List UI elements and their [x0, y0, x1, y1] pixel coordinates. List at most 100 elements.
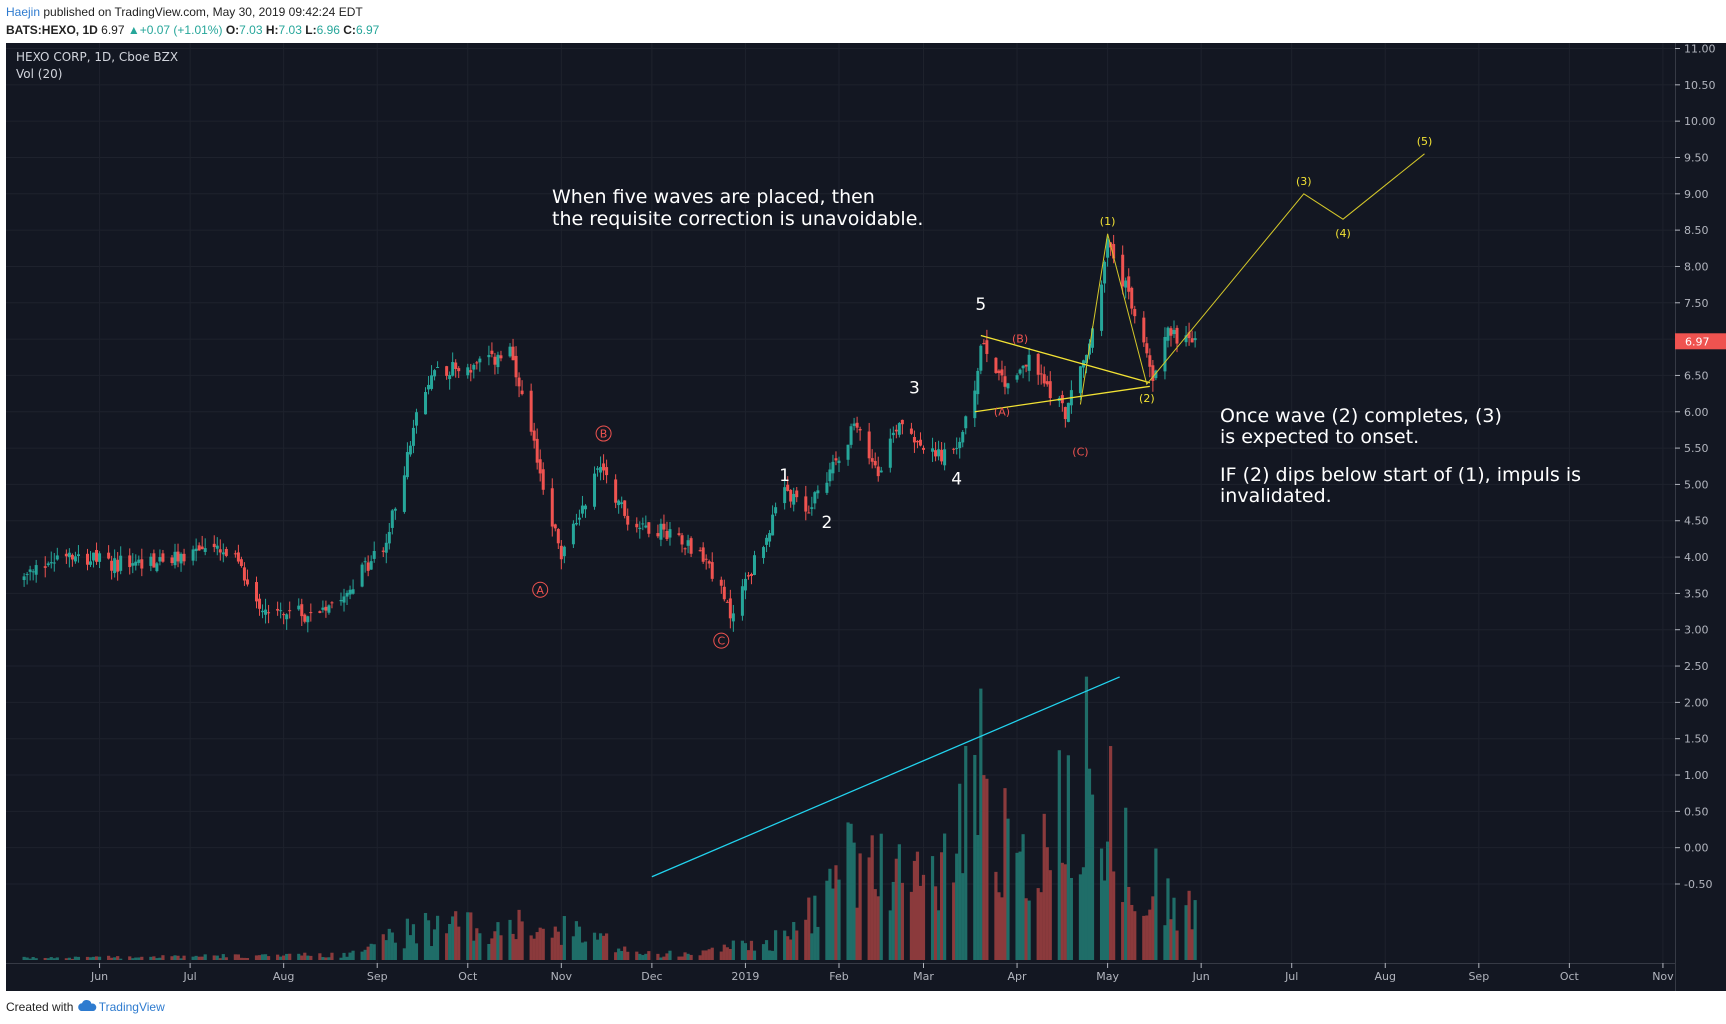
- candle-body: [173, 551, 177, 566]
- candle-body: [339, 599, 343, 602]
- y-tick-label: 10.50: [1684, 79, 1716, 92]
- volume-bar: [704, 950, 708, 960]
- open-value: 7.03: [239, 23, 263, 37]
- x-tick-label: Aug: [273, 970, 294, 983]
- candle-body: [197, 545, 201, 551]
- volume-bar: [451, 916, 455, 960]
- candle-body: [1172, 329, 1176, 335]
- candle-body: [765, 537, 769, 545]
- volume-bar: [1112, 871, 1116, 960]
- volume-bar: [668, 950, 672, 960]
- candle-body: [191, 549, 195, 561]
- volume-bar: [245, 957, 250, 960]
- candle-body: [873, 460, 877, 466]
- candle-body: [596, 468, 600, 470]
- candle-body: [683, 548, 687, 550]
- candle-body: [973, 390, 977, 419]
- volume-bar: [25, 957, 29, 960]
- tradingview-logo[interactable]: TradingView: [77, 999, 165, 1014]
- candle-body: [1166, 327, 1170, 341]
- symbol-label: BATS:HEXO, 1D: [6, 23, 98, 37]
- candle-body: [731, 613, 735, 622]
- candle-body: [918, 439, 922, 446]
- candle-body: [541, 469, 545, 490]
- candle-body: [532, 430, 536, 441]
- candle-body: [49, 562, 53, 564]
- candle-body: [1003, 376, 1007, 387]
- candle-body: [92, 552, 96, 561]
- volume-bar: [940, 852, 944, 960]
- volume-bar: [855, 907, 859, 960]
- volume-bar: [879, 833, 883, 960]
- volume-bar: [1006, 818, 1010, 960]
- candle-body: [617, 500, 621, 506]
- candle-body: [1063, 407, 1067, 420]
- candle-body: [98, 553, 102, 562]
- volume-bar: [867, 857, 871, 960]
- volume-bar: [1133, 911, 1137, 960]
- volume-bar: [254, 955, 259, 960]
- y-tick-label: 7.50: [1684, 297, 1709, 310]
- volume-bar: [1069, 877, 1073, 960]
- abc-label: A: [536, 584, 544, 597]
- volume-bar: [915, 851, 920, 960]
- volume-bar: [384, 940, 388, 960]
- volume-bar: [140, 956, 144, 960]
- candle-body: [424, 392, 428, 415]
- volume-bar: [263, 954, 268, 960]
- volume-bar: [816, 926, 820, 960]
- chart-panel[interactable]: 1 2 3 4 5 A B C (A) (B) (C) (1) (2) (3) (4) (5) 11.00 10…: [6, 43, 1726, 991]
- x-tick-label: Oct: [458, 970, 478, 983]
- impulse-label: 1: [779, 466, 790, 486]
- candle-body: [749, 574, 753, 576]
- volume-bar: [1169, 919, 1173, 960]
- candle-body: [348, 589, 352, 595]
- x-tick-label: Sep: [1468, 970, 1489, 983]
- volume-bar: [381, 934, 385, 960]
- candle-body: [976, 370, 980, 395]
- candle-body: [958, 441, 962, 449]
- volume-bar: [309, 955, 313, 960]
- volume-bar: [740, 940, 745, 960]
- candle-body: [1103, 261, 1107, 284]
- candle-body: [261, 610, 265, 613]
- author-link[interactable]: Haejin: [6, 5, 41, 19]
- volume-bar: [224, 957, 228, 960]
- candle-body: [795, 490, 799, 498]
- candle-body: [366, 562, 370, 571]
- candle-body: [306, 616, 310, 623]
- candle-body: [64, 553, 68, 557]
- note-line: Once wave (2) completes, (3): [1220, 405, 1502, 427]
- price-chart[interactable]: 1 2 3 4 5 A B C (A) (B) (C) (1) (2) (3) (4) (5) 11.00 10…: [6, 43, 1726, 991]
- volume-bar: [1163, 925, 1167, 960]
- volume-bar: [550, 937, 554, 960]
- volume-bar: [179, 958, 183, 960]
- x-tick-label: Dec: [641, 970, 662, 983]
- candle-body: [499, 355, 503, 359]
- x-tick-label: Aug: [1375, 970, 1396, 983]
- volume-bar: [97, 956, 102, 960]
- candle-body: [994, 357, 998, 373]
- candle-body: [221, 552, 225, 555]
- candle-body: [783, 487, 787, 504]
- volume-bar: [297, 953, 301, 960]
- volume-bar: [1087, 768, 1092, 960]
- volume-bar: [242, 957, 247, 960]
- volume-bar: [897, 844, 901, 960]
- volume-bar: [435, 915, 440, 960]
- y-tick-label: 9.00: [1684, 188, 1709, 201]
- x-tick-label: Apr: [1008, 970, 1028, 983]
- candle-body: [1039, 373, 1043, 375]
- volume-bar: [1000, 897, 1004, 960]
- abc-paren-label: (A): [994, 405, 1010, 418]
- candle-body: [436, 367, 440, 369]
- candle-body: [67, 552, 71, 558]
- volume-bar: [73, 956, 78, 960]
- volume-bar: [466, 912, 470, 960]
- volume-bar: [170, 956, 174, 960]
- candle-body: [982, 342, 986, 345]
- volume-bar: [67, 957, 71, 960]
- candle-body: [940, 449, 944, 462]
- abc-circle: [595, 425, 612, 442]
- volume-bar: [873, 889, 877, 960]
